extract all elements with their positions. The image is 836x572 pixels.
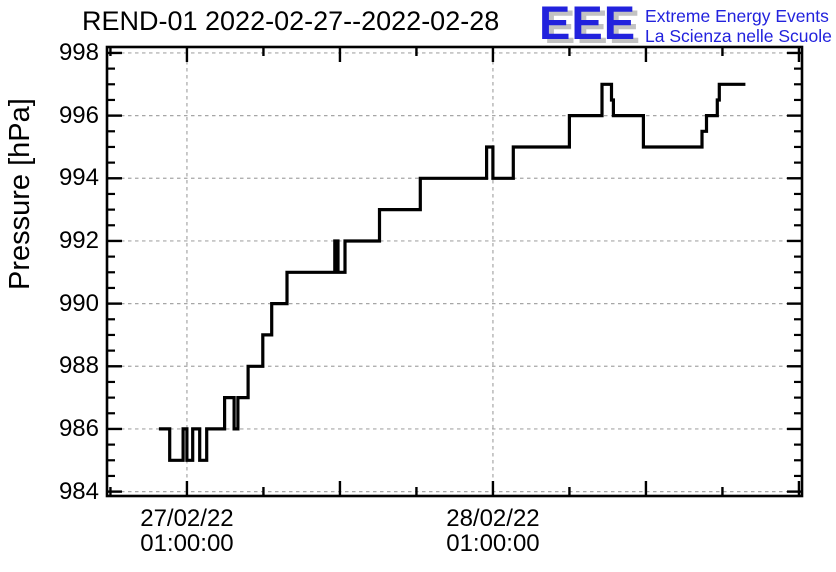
x-tick-date: 28/02/22 <box>446 505 540 532</box>
pressure-line <box>158 82 746 462</box>
y-tick-label: 986 <box>58 414 99 442</box>
y-tick-label: 984 <box>58 477 99 505</box>
y-tick-label: 990 <box>58 289 99 317</box>
x-tick-time: 01:00:00 <box>446 530 540 557</box>
x-tick-date: 27/02/22 <box>140 505 234 532</box>
y-tick-label: 996 <box>58 101 99 129</box>
x-tick-time: 01:00:00 <box>140 530 234 557</box>
plot-title: REND-01 2022-02-27--2022-02-28 <box>82 6 500 36</box>
eee-logo-line1: Extreme Energy Events <box>645 6 829 26</box>
x-tick-label: 28/02/22 01:00:00 <box>408 506 578 556</box>
y-tick-label: 992 <box>58 226 99 254</box>
eee-logo-line2: La Scienza nelle Scuole <box>645 25 832 46</box>
eee-logo-text: Extreme Energy Events La Scienza nelle S… <box>645 6 832 46</box>
y-tick-label: 998 <box>58 38 99 66</box>
x-tick-label: 27/02/22 01:00:00 <box>102 506 272 556</box>
eee-logo-acronym: EEE <box>539 0 637 49</box>
y-tick-label: 994 <box>58 164 99 192</box>
y-tick-label: 988 <box>58 352 99 380</box>
eee-logo: EEE Extreme Energy Events La Scienza nel… <box>539 0 832 49</box>
